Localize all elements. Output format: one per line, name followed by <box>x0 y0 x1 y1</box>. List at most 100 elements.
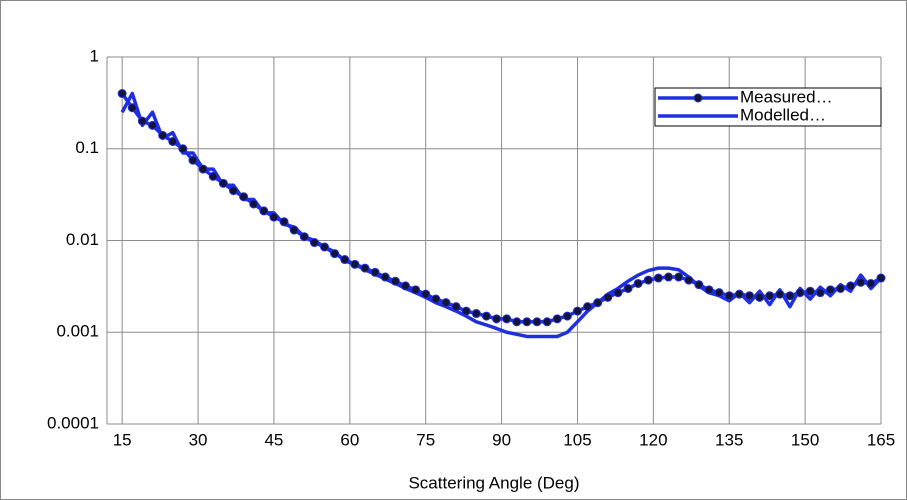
data-point <box>148 120 158 130</box>
data-point <box>168 136 178 146</box>
data-point <box>572 306 582 316</box>
data-point <box>492 314 502 324</box>
data-point <box>228 186 238 196</box>
data-point <box>775 289 785 299</box>
data-point <box>734 289 744 299</box>
data-point <box>765 291 775 301</box>
x-tick-label: 30 <box>189 430 208 449</box>
x-tick-label: 150 <box>791 430 819 449</box>
data-point <box>269 212 279 222</box>
data-point <box>370 267 380 277</box>
data-point <box>562 311 572 321</box>
y-tick-label: 1 <box>90 46 99 65</box>
x-tick-label: 45 <box>264 430 283 449</box>
y-tick-label: 0.01 <box>66 230 99 249</box>
legend-marker <box>693 93 703 103</box>
data-point <box>218 178 228 188</box>
x-tick-label: 90 <box>492 430 511 449</box>
data-point <box>755 292 765 302</box>
legend-label: Measured… <box>740 87 833 106</box>
data-point <box>653 273 663 283</box>
data-point <box>471 309 481 319</box>
legend-box <box>654 87 882 127</box>
data-point <box>825 285 835 295</box>
data-point <box>714 288 724 298</box>
data-point <box>502 314 512 324</box>
data-point <box>299 232 309 242</box>
x-tick-label: 105 <box>563 430 591 449</box>
data-point <box>846 281 856 291</box>
data-point <box>724 291 734 301</box>
x-tick-label: 15 <box>113 430 132 449</box>
data-point <box>188 155 198 165</box>
data-point <box>249 199 259 209</box>
data-point <box>664 272 674 282</box>
x-axis-title: Scattering Angle (Deg) <box>408 473 579 492</box>
data-point <box>815 288 825 298</box>
data-point <box>593 298 603 308</box>
y-tick-label: 0.1 <box>75 138 99 157</box>
data-point <box>279 217 289 227</box>
data-point <box>380 272 390 282</box>
data-point <box>239 192 249 202</box>
data-point <box>137 116 147 126</box>
data-point <box>694 280 704 290</box>
data-point <box>289 225 299 235</box>
data-point <box>805 286 815 296</box>
data-point <box>158 130 168 140</box>
data-point <box>178 144 188 154</box>
data-point <box>856 277 866 287</box>
data-point <box>785 291 795 301</box>
data-point <box>532 317 542 327</box>
data-point <box>481 311 491 321</box>
data-point <box>421 289 431 299</box>
data-point <box>744 291 754 301</box>
data-point <box>390 276 400 286</box>
x-tick-label: 75 <box>416 430 435 449</box>
x-tick-label: 60 <box>340 430 359 449</box>
series-line <box>120 92 882 324</box>
y-tick-label: 0.0001 <box>47 413 99 432</box>
data-point <box>350 259 360 269</box>
data-point <box>795 288 805 298</box>
data-point <box>360 263 370 273</box>
data-point <box>461 306 471 316</box>
data-point <box>603 292 613 302</box>
data-point <box>340 255 350 265</box>
data-point <box>552 314 562 324</box>
data-point <box>583 302 593 312</box>
data-point <box>411 285 421 295</box>
data-point <box>208 171 218 181</box>
data-point <box>674 272 684 282</box>
x-tick-label: 135 <box>715 430 743 449</box>
data-point <box>198 164 208 174</box>
x-tick-label: 165 <box>867 430 895 449</box>
y-tick-label: 0.001 <box>56 322 99 341</box>
data-point <box>633 278 643 288</box>
data-point <box>542 317 552 327</box>
data-point <box>512 317 522 327</box>
data-point <box>441 298 451 308</box>
data-point <box>522 317 532 327</box>
data-point <box>643 275 653 285</box>
data-point <box>704 285 714 295</box>
data-point <box>259 206 269 216</box>
x-tick-label: 120 <box>639 430 667 449</box>
data-point <box>836 283 846 293</box>
legend-label: Modelled… <box>740 105 826 124</box>
data-point <box>431 294 441 304</box>
data-point <box>613 288 623 298</box>
data-point <box>330 249 340 259</box>
data-point <box>684 275 694 285</box>
data-point <box>117 89 127 99</box>
data-point <box>320 242 330 252</box>
data-point <box>127 103 137 113</box>
data-point <box>400 281 410 291</box>
data-point <box>876 273 886 283</box>
data-point <box>309 238 319 248</box>
data-point <box>623 283 633 293</box>
data-point <box>866 278 876 288</box>
data-point <box>451 302 461 312</box>
